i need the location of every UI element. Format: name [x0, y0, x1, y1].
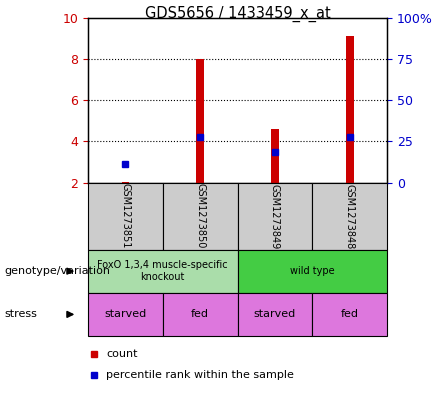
Text: wild type: wild type [290, 266, 335, 276]
Text: stress: stress [4, 309, 37, 320]
Bar [346, 36, 354, 183]
Text: GDS5656 / 1433459_x_at: GDS5656 / 1433459_x_at [145, 6, 330, 22]
Text: count: count [106, 349, 137, 359]
Bar [238, 183, 312, 250]
Text: fed: fed [191, 309, 209, 320]
Text: percentile rank within the sample: percentile rank within the sample [106, 370, 294, 380]
Bar [312, 183, 387, 250]
Text: GSM1273850: GSM1273850 [195, 184, 205, 249]
Bar [238, 293, 312, 336]
Bar [163, 293, 238, 336]
Bar [271, 129, 279, 183]
Text: starved: starved [254, 309, 296, 320]
Bar [88, 293, 163, 336]
Bar [163, 183, 238, 250]
Bar [238, 250, 387, 293]
Text: genotype/variation: genotype/variation [4, 266, 110, 276]
Text: GSM1273849: GSM1273849 [270, 184, 280, 249]
Bar [88, 250, 238, 293]
Bar [196, 59, 204, 183]
Bar [312, 293, 387, 336]
Text: GSM1273848: GSM1273848 [345, 184, 355, 249]
Text: GSM1273851: GSM1273851 [121, 184, 130, 249]
Bar [88, 183, 163, 250]
Text: starved: starved [104, 309, 147, 320]
Text: fed: fed [341, 309, 359, 320]
Text: FoxO 1,3,4 muscle-specific
knockout: FoxO 1,3,4 muscle-specific knockout [98, 260, 228, 282]
Bar [121, 182, 129, 183]
